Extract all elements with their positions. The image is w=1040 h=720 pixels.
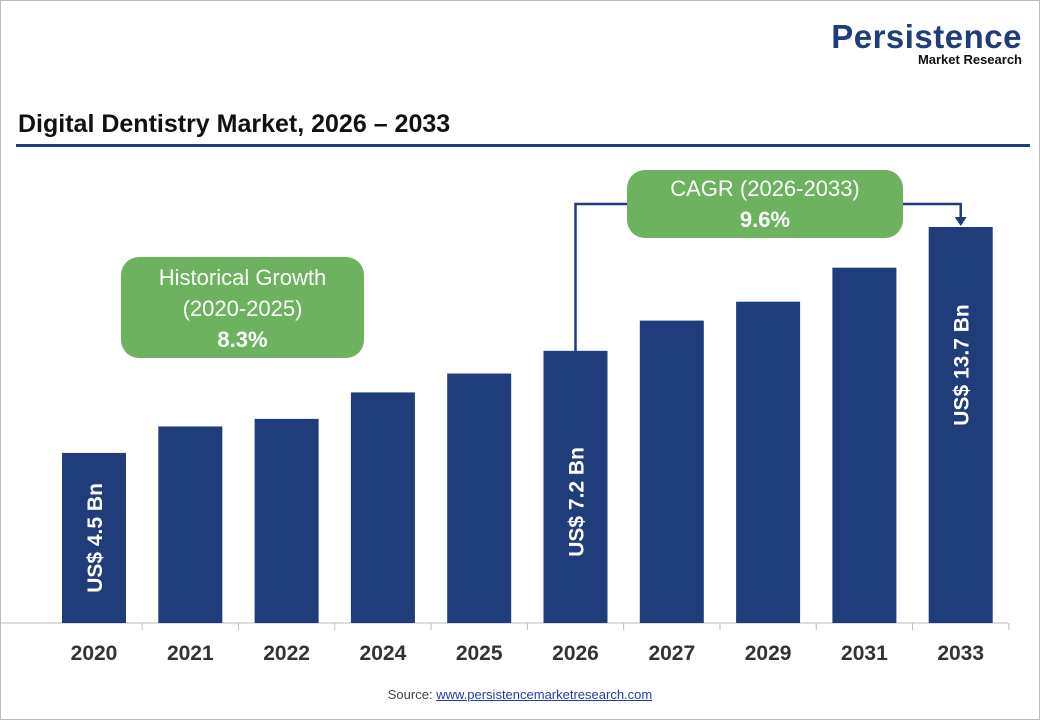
source-line: Source: www.persistencemarketresearch.co… xyxy=(0,687,1040,702)
historical-label: Historical Growth xyxy=(158,265,327,290)
bar-2022 xyxy=(254,418,319,623)
cagr-label: CAGR (2026-2033) xyxy=(670,176,860,201)
source-label: Source: xyxy=(387,687,433,702)
chart-title: Digital Dentistry Market, 2026 – 2033 xyxy=(18,110,451,138)
logo-name: Persistence xyxy=(831,18,1022,55)
x-tick-label-2027: 2027 xyxy=(648,642,695,665)
title-divider xyxy=(16,144,1030,147)
arrowhead-icon xyxy=(954,217,967,226)
bar-2024 xyxy=(350,392,415,623)
logo-tagline: Market Research xyxy=(917,52,1022,67)
x-tick-label-2026: 2026 xyxy=(552,642,599,665)
bar-2026 xyxy=(543,350,608,623)
x-tick-label-2033: 2033 xyxy=(937,642,984,665)
historical-period: (2020-2025) xyxy=(182,296,303,321)
x-tick-label-2024: 2024 xyxy=(360,642,407,665)
x-tick-label-2021: 2021 xyxy=(167,642,214,665)
x-tick-label-2031: 2031 xyxy=(841,642,888,665)
cagr-value: 9.6% xyxy=(739,207,791,232)
bar-2031 xyxy=(832,267,897,623)
source-link[interactable]: www.persistencemarketresearch.com xyxy=(436,687,653,702)
data-label-2026: US$ 7.2 Bn xyxy=(566,447,589,557)
data-label-2020: US$ 4.5 Bn xyxy=(84,483,107,593)
bar-2027 xyxy=(639,320,704,623)
bar-2025 xyxy=(447,373,512,623)
cagr-bubble: CAGR (2026-2033) 9.6% xyxy=(627,170,903,238)
x-tick-label-2020: 2020 xyxy=(71,642,118,665)
historical-growth-bubble: Historical Growth (2020-2025) 8.3% xyxy=(121,257,364,358)
logo: Persistence Market Research xyxy=(831,20,1022,67)
bar-2020 xyxy=(62,452,126,623)
x-tick-label-2025: 2025 xyxy=(456,642,503,665)
bar-2021 xyxy=(158,426,223,623)
historical-value: 8.3% xyxy=(217,327,268,352)
bar-2029 xyxy=(736,301,801,623)
data-label-2033: US$ 13.7 Bn xyxy=(951,304,974,425)
bar-2033 xyxy=(928,227,993,623)
x-tick-label-2029: 2029 xyxy=(745,642,792,665)
x-tick-label-2022: 2022 xyxy=(263,642,310,665)
